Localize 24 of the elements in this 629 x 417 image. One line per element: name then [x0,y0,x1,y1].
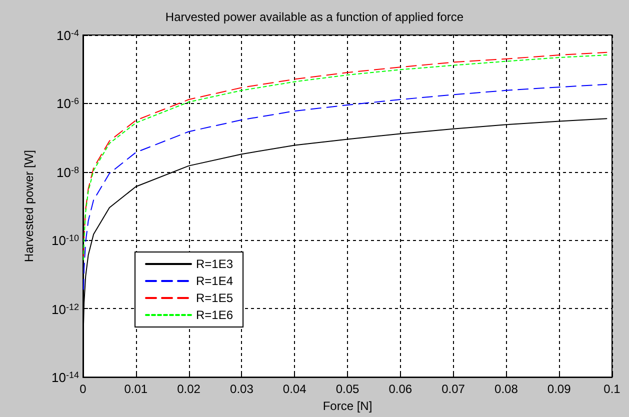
x-tick-label: 0 [80,382,87,396]
legend-label: R=1E6 [196,308,234,322]
x-tick-label: 0.02 [177,382,201,396]
y-tick-label: 10$^{-14}$ [52,369,79,386]
legend-label: R=1E4 [196,274,234,288]
legend-label: R=1E3 [196,257,234,271]
y-tick-label: 10$^{-10}$ [52,232,79,248]
x-tick-label: 0.1 [604,382,621,396]
y-tick-label: 10$^{-8}$ [56,164,79,180]
y-tick-label: 10$^{-6}$ [56,95,79,112]
x-tick-label: 0.05 [336,382,360,396]
x-axis-title: Force [N] [322,399,372,413]
x-tick-label: 0.04 [282,382,307,396]
legend-label: R=1E5 [196,291,234,305]
x-tick-label: 0.08 [494,382,518,396]
x-tick-label: 0.01 [124,382,148,396]
chart-title: Harvested power available as a function of applied force [165,10,464,24]
x-tick-label: 0.09 [547,382,572,396]
x-tick-label: 0.03 [230,382,254,396]
y-tick-label: 10$^{-12}$ [52,300,79,317]
y-tick-label: 10$^{-4}$ [56,27,79,43]
y-axis-title: Harvested power [W] [22,150,36,262]
x-tick-label: 0.07 [442,382,466,396]
x-tick-label: 0.06 [388,382,412,396]
